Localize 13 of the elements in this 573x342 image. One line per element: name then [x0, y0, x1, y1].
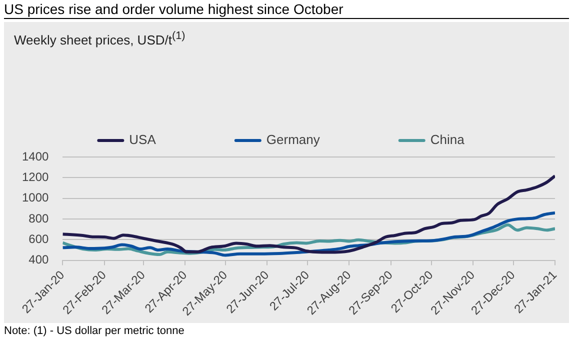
chart-subtitle: Weekly sheet prices, USD/t$^{(1)}$: [14, 30, 186, 48]
y-tick-label: 600: [28, 232, 50, 246]
y-tick-label: 1000: [22, 190, 50, 205]
line-series: [62, 174, 555, 254]
text: Note: (1) - US dollar per metric tonne: [4, 325, 184, 337]
legend-label: USA: [129, 132, 156, 148]
y-tick-label: 800: [28, 211, 50, 226]
y-tick-label: 1400: [22, 149, 50, 164]
legend-label: China: [430, 132, 466, 148]
y-tick-label: 1200: [22, 170, 50, 184]
legend-label: Germany: [266, 132, 320, 148]
chart-title: US prices rise and order volume highest since October: [4, 1, 569, 19]
y-tick-label: 400: [28, 252, 50, 267]
